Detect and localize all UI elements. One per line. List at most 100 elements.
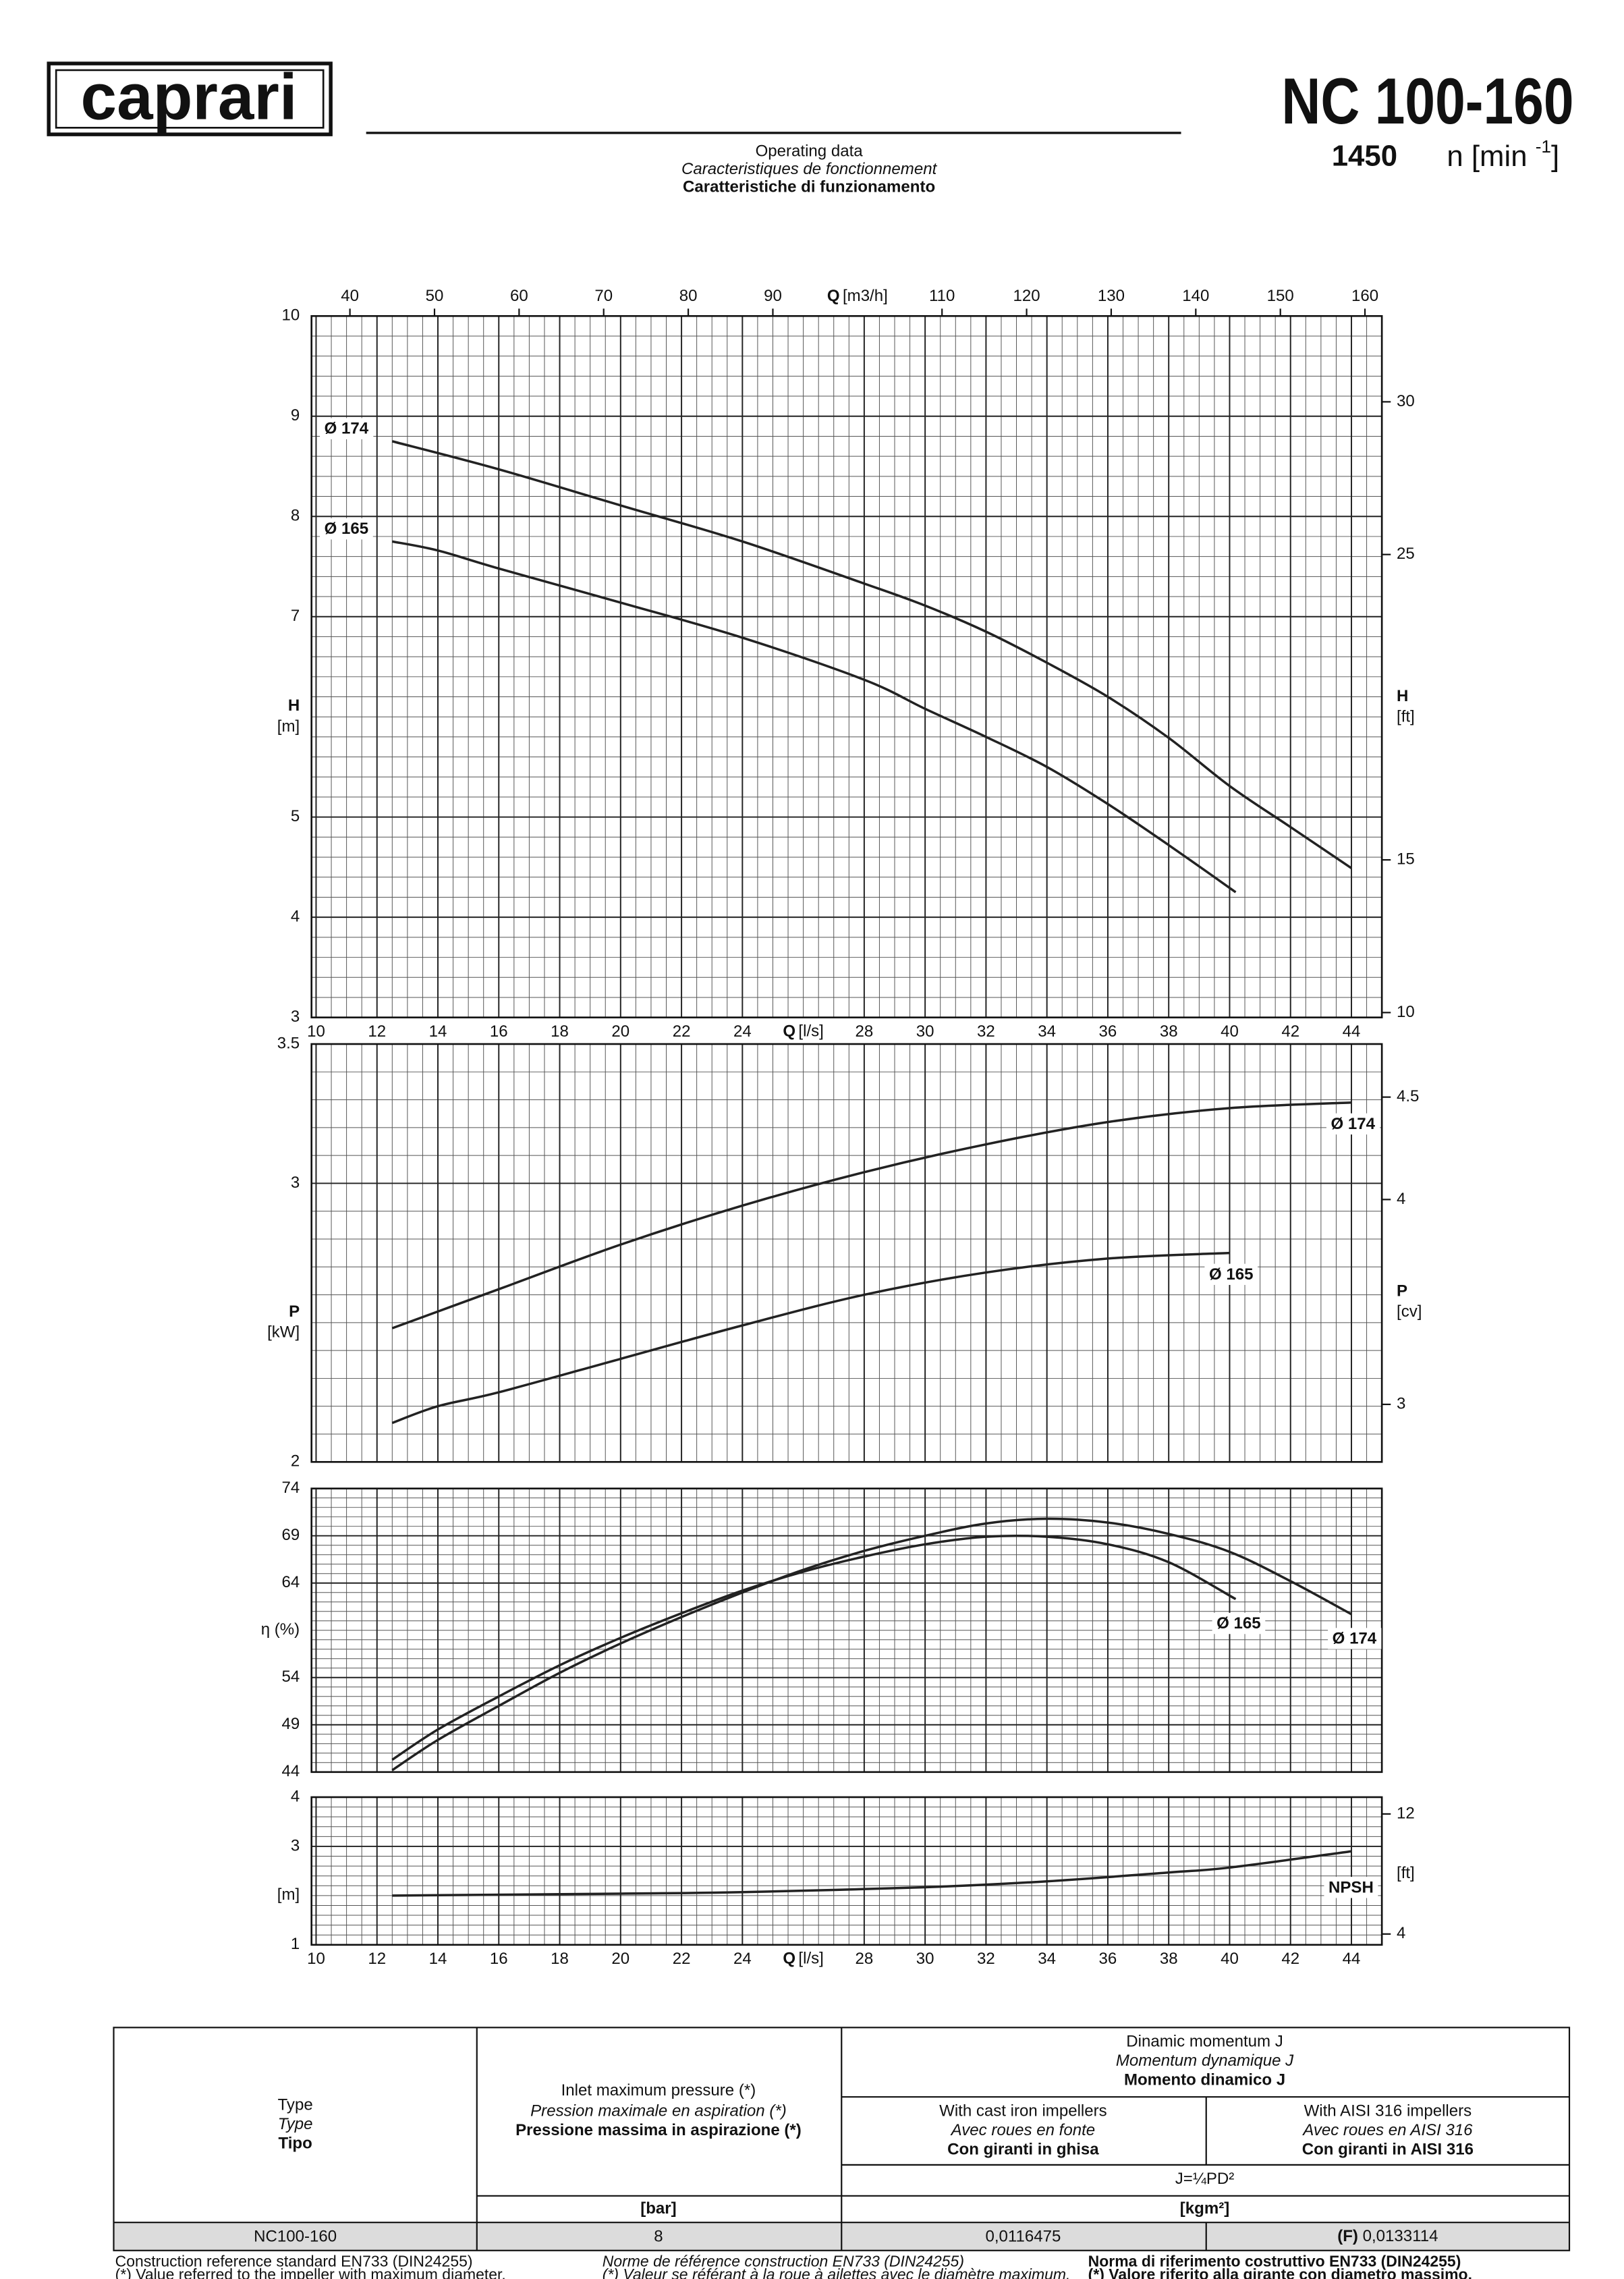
x2-axis-unit: [m3/h] <box>843 287 888 305</box>
x-tick-label: 18 <box>551 1950 569 1968</box>
x-tick-label: 24 <box>733 1950 752 1968</box>
th: Con giranti in AISI 316 <box>1302 2140 1474 2158</box>
curve-label-bg <box>320 518 373 540</box>
td: 8 <box>654 2227 663 2245</box>
th: Momento dinamico J <box>1124 2070 1285 2089</box>
x-tick-label: 12 <box>368 1950 386 1968</box>
curve-label-bg <box>320 418 374 439</box>
x-tick-label: 22 <box>673 1950 691 1968</box>
y2-tick-label: 25 <box>1397 545 1415 563</box>
plot-bg <box>311 1797 1382 1945</box>
speed-unit-text: n [min <box>1447 140 1535 173</box>
curve-label: Ø 174 <box>325 420 369 438</box>
x-tick-label: 10 <box>307 1022 325 1041</box>
x2-tick-label: 140 <box>1182 287 1209 305</box>
curve-label: Ø 165 <box>1209 1265 1254 1284</box>
td: (F) 0,0133114 <box>1337 2227 1438 2245</box>
y-tick-label: 3 <box>291 1836 300 1855</box>
x-axis-label: Q [l/s] <box>783 1950 824 1968</box>
logo-frame <box>47 61 333 136</box>
speed-unit: n [min -1] <box>1447 136 1559 173</box>
logo-frame-inner <box>55 69 325 129</box>
th: Type <box>278 2096 313 2114</box>
x-axis-unit: [l/s] <box>798 1022 823 1041</box>
curve <box>391 1517 1352 1772</box>
plot-frame <box>310 314 1383 1018</box>
x2-tick-label: 160 <box>1351 287 1378 305</box>
curve-label-bg <box>1326 1113 1380 1135</box>
chart: 10 12 14 16 18 20 22 24 28 30 32 34 36 38 40 42 44Q [l/s]… <box>277 1787 1415 1968</box>
x-tick-label: 30 <box>916 1950 934 1968</box>
x-axis-name: Q <box>783 1950 795 1968</box>
curve-label-bg <box>1328 1628 1382 1649</box>
y-tick-label: 4 <box>291 1787 300 1805</box>
y-axis-unit: [kW] <box>267 1323 300 1342</box>
x-tick-label: 16 <box>490 1950 508 1968</box>
x2-tick-label: 110 <box>929 287 955 305</box>
x2-tick-label: 130 <box>1098 287 1125 305</box>
x2-tick-label: 50 <box>426 287 444 305</box>
x-tick-label: 44 <box>1343 1950 1361 1968</box>
subtitle: Caratteristiche di funzionamento <box>683 177 935 196</box>
x2-tick-label: 40 <box>341 287 359 305</box>
x-tick-label: 24 <box>733 1022 752 1041</box>
chart: 2 3 3.5 P [kW] 3 4 4.5 P [cv] Ø 174 Ø 165 <box>267 1034 1422 1470</box>
x-tick-label: 32 <box>977 1950 995 1968</box>
th: With cast iron impellers <box>939 2102 1107 2120</box>
th: Con giranti in ghisa <box>947 2140 1099 2158</box>
x2-tick-label: 120 <box>1013 287 1040 305</box>
td-flag: (F) <box>1337 2227 1358 2245</box>
y-tick-label: 3.5 <box>277 1034 300 1052</box>
th: Momentum dynamique J <box>1116 2052 1294 2070</box>
y2-axis-unit: [cv] <box>1397 1302 1422 1321</box>
y-tick-label: 10 <box>281 306 300 325</box>
curve <box>391 1101 1352 1329</box>
subtitle: Operating data <box>756 142 864 161</box>
curve-label: Ø 165 <box>325 520 369 538</box>
x-tick-label: 42 <box>1281 1022 1299 1041</box>
x-tick-label: 12 <box>368 1022 386 1041</box>
x-tick-label: 40 <box>1221 1950 1239 1968</box>
plot-frame <box>310 1043 1383 1463</box>
x-tick-label: 20 <box>611 1022 629 1041</box>
curve-label: Ø 165 <box>1216 1614 1261 1632</box>
x-tick-label: 16 <box>490 1022 508 1041</box>
speed-unit-exp: -1 <box>1536 136 1551 157</box>
th: Tipo <box>278 2135 312 2153</box>
x2-axis-label: Q [m3/h] <box>827 287 888 305</box>
chart: 10 12 14 16 18 20 22 24 28 30 32 34 36 38 40 42 44Q [l/s]… <box>277 287 1415 1041</box>
curve <box>391 1251 1230 1425</box>
x-tick-label: 28 <box>855 1022 873 1041</box>
footer-note: (*) Valeur se référant à la roue à ailet… <box>603 2266 1071 2279</box>
th: Pression maximale en aspiration (*) <box>530 2102 787 2120</box>
y2-axis-name: P <box>1397 1282 1407 1300</box>
x-tick-label: 44 <box>1343 1022 1361 1041</box>
curve <box>391 1534 1237 1761</box>
x-axis-name: Q <box>783 1022 795 1041</box>
y-tick-label: 49 <box>281 1715 300 1733</box>
x-axis-unit: [l/s] <box>798 1950 823 1968</box>
y-axis-unit: [m] <box>277 717 300 736</box>
x-tick-label: 32 <box>977 1022 995 1041</box>
y-tick-label: 3 <box>291 1174 300 1192</box>
td: 0,0116475 <box>985 2227 1061 2245</box>
x-tick-label: 14 <box>429 1950 447 1968</box>
y2-tick-label: 30 <box>1397 392 1415 410</box>
x-tick-label: 30 <box>916 1022 934 1041</box>
y2-tick-label: 15 <box>1397 850 1415 869</box>
th: Pressione massima in aspirazione (*) <box>515 2121 802 2139</box>
table: Type Type Tipo Inlet maximum pressure (*… <box>113 2027 1571 2251</box>
y2-tick-label: 10 <box>1397 1003 1415 1021</box>
y-tick-label: 1 <box>291 1935 300 1953</box>
speed-unit-close: ] <box>1551 140 1559 173</box>
th: Inlet maximum pressure (*) <box>561 2081 756 2099</box>
x-tick-label: 34 <box>1038 1022 1056 1041</box>
x-tick-label: 20 <box>611 1950 629 1968</box>
x-tick-label: 34 <box>1038 1950 1056 1968</box>
y-axis-name: η (%) <box>261 1620 300 1639</box>
y2-axis-unit: [ft] <box>1397 1864 1415 1882</box>
y-tick-label: 54 <box>281 1668 300 1686</box>
td: NC100-160 <box>254 2227 337 2245</box>
th: Avec roues en AISI 316 <box>1301 2121 1473 2139</box>
